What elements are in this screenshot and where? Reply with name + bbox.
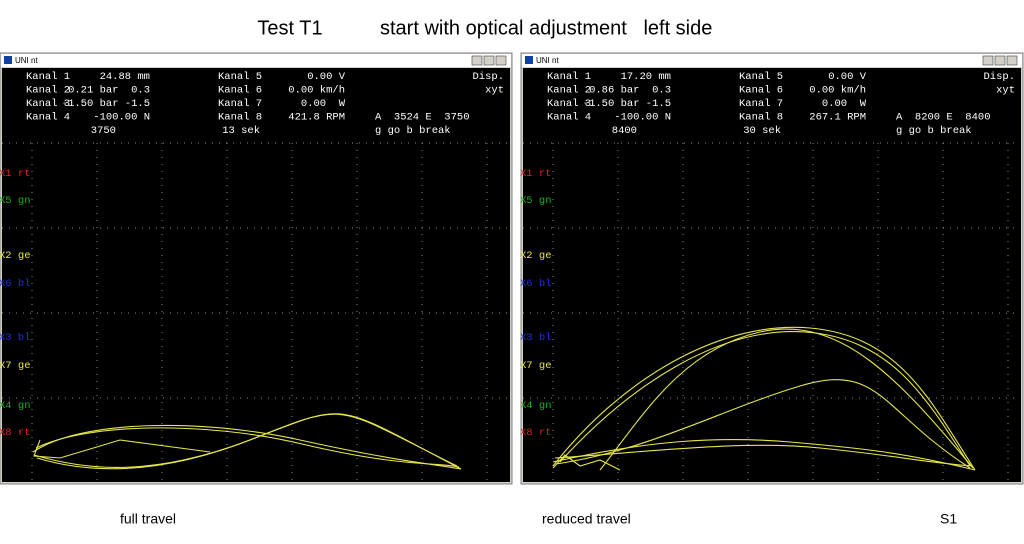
trace-label: X7 ge	[520, 360, 552, 372]
trace-curve	[35, 427, 460, 468]
extra-info: g go b break	[375, 125, 451, 137]
count: 13 sek	[222, 125, 260, 137]
trace-label: X3 bl	[520, 332, 552, 344]
trace-label: X6 bl	[520, 278, 552, 290]
channel-label: Kanal 7	[739, 98, 783, 110]
trace-curve	[36, 413, 458, 470]
channel-value: 0.00 W	[301, 98, 346, 110]
trace-curve	[552, 326, 976, 471]
window-max-button[interactable]	[994, 55, 1006, 66]
trace-curve	[559, 331, 971, 467]
channel-label: Kanal 5	[739, 71, 783, 83]
channel-label: Kanal 5	[218, 71, 262, 83]
window-close-button[interactable]	[1006, 55, 1018, 66]
display-mode: Disp.	[983, 71, 1015, 83]
window-title: UNI nt	[15, 56, 38, 65]
trace-curve	[599, 328, 974, 471]
channel-value: 421.8 RPM	[288, 111, 345, 123]
trace-label: X8 rt	[0, 427, 31, 439]
window-close-button[interactable]	[495, 55, 507, 66]
trace-curve	[33, 439, 211, 459]
window-title: UNI nt	[536, 56, 559, 65]
channel-label: Kanal 4	[547, 111, 591, 123]
trace-label: X5 gn	[0, 195, 31, 207]
trace-label: X2 ge	[0, 250, 31, 262]
title-bar	[1, 54, 511, 67]
channel-value: 0.00 W	[822, 98, 867, 110]
trace-curve	[552, 454, 621, 471]
channel-label: Kanal 4	[26, 111, 70, 123]
trace-label: X7 ge	[0, 360, 31, 372]
subtitle: start with optical adjustment left side	[380, 17, 712, 39]
caption: full travel	[120, 511, 176, 527]
trace-label: X8 rt	[520, 427, 552, 439]
channel-label: Kanal 6	[739, 84, 783, 96]
channel-value: 24.88 mm	[100, 71, 150, 83]
window-min-button[interactable]	[982, 55, 994, 66]
trace-label: X5 gn	[520, 195, 552, 207]
channel-label: Kanal 7	[218, 98, 262, 110]
title-bar	[522, 54, 1022, 67]
channel-value: -100.00 N	[93, 111, 150, 123]
note: S1	[940, 511, 957, 527]
caption: reduced travel	[542, 511, 631, 527]
channel-value: 17.20 mm	[621, 71, 671, 83]
trace-label: X3 bl	[0, 332, 31, 344]
trace-label: X1 rt	[520, 168, 552, 180]
trace-curve	[552, 438, 976, 471]
count: 8400	[612, 125, 637, 137]
window-min-button[interactable]	[471, 55, 483, 66]
app-icon	[525, 56, 533, 64]
display-mode: Disp.	[472, 71, 504, 83]
channel-value: 0.21 bar 0.3	[68, 84, 150, 96]
extra-info: g go b break	[896, 125, 972, 137]
window: UNI nt Kanal 1 24.88 mm Kanal 20.21 bar 0.3…	[0, 52, 513, 485]
trace-label: X4 gn	[520, 400, 552, 412]
display-area	[2, 68, 510, 482]
channel-value: -100.00 N	[614, 111, 671, 123]
app-icon	[4, 56, 12, 64]
trace-curve	[555, 379, 971, 469]
trace-label: X6 bl	[0, 278, 31, 290]
channel-label: Kanal 3	[547, 98, 591, 110]
count: 3750	[91, 125, 116, 137]
window-max-button[interactable]	[483, 55, 495, 66]
channel-value: -1.50 bar -1.5	[583, 98, 671, 110]
channel-value: 0.00 V	[828, 71, 867, 83]
trace-label: X4 gn	[0, 400, 31, 412]
channel-value: 0.00 km/h	[809, 84, 866, 96]
channel-label: Kanal 2	[26, 84, 70, 96]
channel-value: -1.50 bar -1.5	[62, 98, 150, 110]
extra-info: A 8200 E 8400	[896, 111, 991, 123]
extra-info: A 3524 E 3750	[375, 111, 470, 123]
trace-label: X1 rt	[0, 168, 31, 180]
count: 30 sek	[743, 125, 781, 137]
channel-label: Kanal 8	[739, 111, 783, 123]
channel-label: Kanal 3	[26, 98, 70, 110]
display-mode: xyt	[996, 84, 1015, 96]
channel-value: 0.00 V	[307, 71, 346, 83]
channel-value: 0.86 bar 0.3	[589, 84, 671, 96]
channel-label: Kanal 6	[218, 84, 262, 96]
channel-value: 0.00 km/h	[288, 84, 345, 96]
display-mode: xyt	[485, 84, 504, 96]
curves	[32, 326, 976, 471]
channel-label: Kanal 1	[26, 71, 70, 83]
channel-label: Kanal 1	[547, 71, 591, 83]
trace-curve	[554, 444, 973, 467]
title: Test T1	[257, 17, 322, 39]
channel-label: Kanal 2	[547, 84, 591, 96]
trace-label: X2 ge	[520, 250, 552, 262]
channel-value: 267.1 RPM	[809, 111, 866, 123]
channel-label: Kanal 8	[218, 111, 262, 123]
